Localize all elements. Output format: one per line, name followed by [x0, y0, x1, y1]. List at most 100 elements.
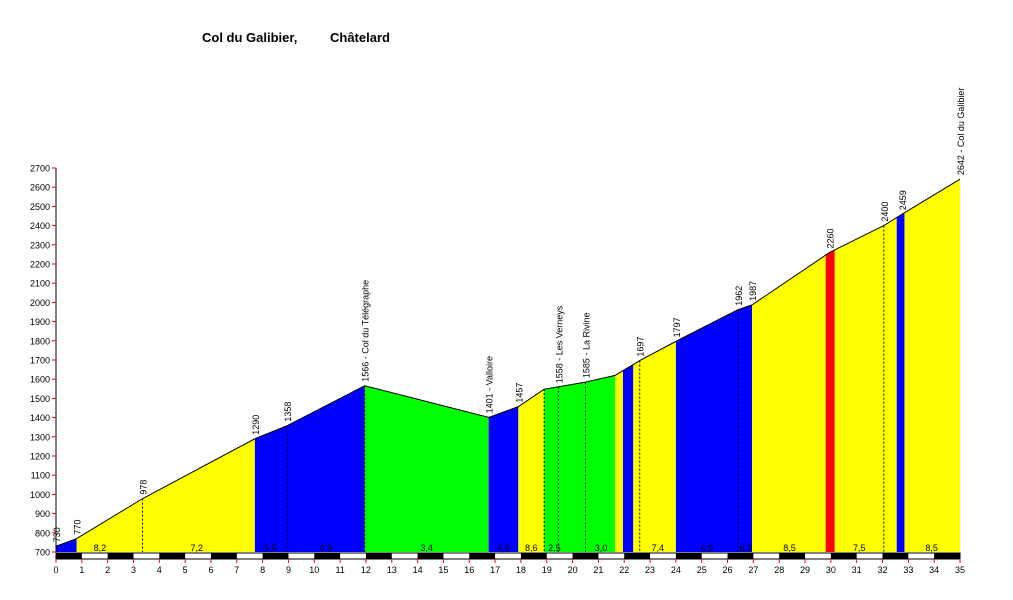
y-tick-label: 1500	[30, 394, 50, 404]
segment-fill-blue	[675, 304, 753, 552]
y-tick-label: 1700	[30, 356, 50, 366]
segment-fill-yellow	[518, 389, 545, 552]
x-tick-label: 22	[619, 565, 629, 575]
y-tick-label: 2300	[30, 240, 50, 250]
gradient-label: 3,4	[420, 543, 433, 553]
waypoint-label: 2260	[826, 228, 836, 248]
segment-fill-green	[544, 375, 616, 552]
x-tick-label: 19	[542, 565, 552, 575]
x-tick-label: 5	[183, 565, 188, 575]
y-tick-label: 2200	[30, 260, 50, 270]
y-tick-label: 1300	[30, 432, 50, 442]
x-tick-label: 1	[79, 565, 84, 575]
waypoint-label: 2642 - Col du Galibier	[956, 88, 966, 176]
y-tick-label: 1400	[30, 413, 50, 423]
x-axis-band-block	[624, 553, 651, 559]
x-tick-label: 7	[234, 565, 239, 575]
chart-title-climb: Col du Galibier,	[202, 30, 298, 45]
gradient-label: 7,4	[652, 543, 665, 553]
x-tick-label: 24	[671, 565, 681, 575]
x-tick-label: 31	[852, 565, 862, 575]
y-tick-label: 1600	[30, 375, 50, 385]
y-tick-label: 1100	[31, 471, 50, 481]
gradient-label: 7,2	[191, 543, 204, 553]
waypoint-label: 1457	[514, 383, 524, 403]
gradient-label: 8,5	[783, 543, 796, 553]
x-tick-label: 4	[157, 565, 162, 575]
segment-fill-blue	[254, 385, 365, 552]
waypoint-label: 1566 - Col du Télégraphe	[361, 280, 371, 382]
segment-fill-blue	[488, 406, 519, 552]
waypoint-label: 1697	[636, 337, 646, 357]
gradient-label: 5,5	[264, 543, 277, 553]
x-axis-band-block	[727, 553, 754, 559]
x-tick-label: 16	[464, 565, 474, 575]
x-tick-label: 2	[105, 565, 110, 575]
y-tick-label: 2000	[30, 298, 50, 308]
x-tick-label: 15	[438, 565, 448, 575]
x-tick-label: 9	[286, 565, 291, 575]
x-axis-band-block	[675, 553, 702, 559]
x-tick-label: 18	[516, 565, 526, 575]
x-tick-label: 28	[774, 565, 784, 575]
x-axis-band-block	[365, 553, 392, 559]
x-tick-label: 17	[490, 565, 500, 575]
waypoint-label: 1358	[283, 402, 293, 422]
x-tick-label: 21	[593, 565, 603, 575]
x-axis-band-block	[572, 553, 599, 559]
waypoint-label: 2459	[898, 190, 908, 210]
gradient-label: 3,0	[595, 543, 608, 553]
chart-title-start: Châtelard	[330, 30, 390, 45]
waypoint-label: 1558 - Les Verneys	[554, 305, 564, 383]
segment-fill-yellow	[904, 179, 960, 553]
x-tick-label: 6	[208, 565, 213, 575]
x-tick-label: 26	[723, 565, 733, 575]
x-tick-label: 14	[413, 565, 423, 575]
y-tick-label: 900	[35, 509, 50, 519]
x-tick-label: 27	[748, 565, 758, 575]
gradient-label: 7,5	[853, 543, 866, 553]
waypoint-label: 1962	[734, 286, 744, 306]
x-tick-label: 11	[335, 565, 344, 575]
segment-fill-blue	[896, 212, 905, 553]
x-axis-band-block	[314, 553, 341, 559]
y-tick-label: 2600	[30, 183, 50, 193]
segment-fill-blue	[622, 364, 634, 552]
segment-fill-yellow	[633, 341, 676, 552]
waypoint-label: 1290	[251, 415, 261, 435]
x-axis-band-block	[417, 553, 444, 559]
gradient-label: 2,5	[548, 543, 561, 553]
waypoint-label: 1585 - La Rivine	[581, 313, 591, 379]
x-axis-band-block	[56, 553, 82, 559]
waypoint-label: 1987	[748, 281, 758, 301]
x-tick-label: 32	[878, 565, 888, 575]
segment-fill-yellow	[615, 370, 623, 552]
waypoint-label: 1797	[672, 317, 682, 337]
waypoint-label: 978	[139, 480, 149, 495]
x-axis-band-block	[469, 553, 496, 559]
x-axis-band-block	[210, 553, 237, 559]
waypoint-label: 1401 - Valloire	[485, 356, 495, 413]
x-axis-band-block	[779, 553, 806, 559]
gradient-label: 6,3	[739, 543, 752, 553]
segment-fill-yellow	[752, 255, 826, 552]
x-tick-label: 34	[929, 565, 939, 575]
x-axis-band-block	[830, 553, 857, 559]
y-tick-label: 800	[35, 528, 50, 538]
gradient-label: 8,2	[94, 543, 107, 553]
x-axis-band-block	[107, 553, 134, 559]
x-tick-label: 8	[260, 565, 265, 575]
x-tick-label: 29	[800, 565, 810, 575]
segment-fill-red	[825, 249, 835, 553]
x-tick-label: 35	[955, 565, 965, 575]
y-tick-label: 2400	[30, 221, 50, 231]
x-tick-label: 33	[903, 565, 913, 575]
gradient-label: 8,6	[525, 543, 538, 553]
segment-fill-yellow	[76, 438, 255, 552]
y-tick-label: 2700	[30, 164, 50, 174]
waypoint-label: 770	[73, 520, 83, 535]
x-axis-band-block	[882, 553, 909, 559]
x-tick-label: 3	[131, 565, 136, 575]
y-tick-label: 1900	[30, 317, 50, 327]
